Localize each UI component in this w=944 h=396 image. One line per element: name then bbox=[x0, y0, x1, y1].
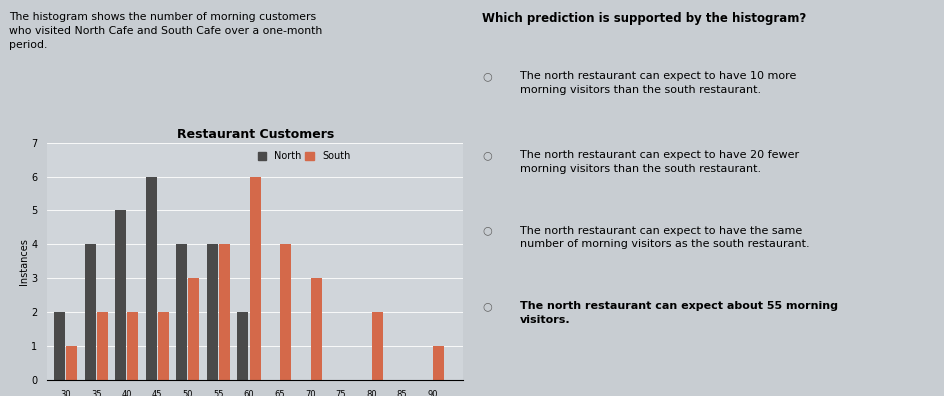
Bar bbox=[207, 244, 218, 380]
Bar bbox=[158, 312, 169, 380]
Bar bbox=[249, 177, 261, 380]
Bar bbox=[237, 312, 248, 380]
Bar bbox=[372, 312, 382, 380]
Text: The north restaurant can expect to have 20 fewer
morning visitors than the south: The north restaurant can expect to have … bbox=[519, 150, 798, 174]
Legend: North, South: North, South bbox=[254, 147, 354, 165]
Bar bbox=[115, 210, 126, 380]
Bar bbox=[127, 312, 138, 380]
Text: The histogram shows the number of morning customers
who visited North Cafe and S: The histogram shows the number of mornin… bbox=[9, 12, 322, 50]
Bar bbox=[219, 244, 229, 380]
Bar bbox=[177, 244, 187, 380]
Text: ○: ○ bbox=[481, 226, 491, 236]
Title: Restaurant Customers: Restaurant Customers bbox=[177, 128, 333, 141]
Bar bbox=[96, 312, 108, 380]
Y-axis label: Instances: Instances bbox=[19, 238, 28, 285]
Bar bbox=[188, 278, 199, 380]
Bar bbox=[85, 244, 95, 380]
Bar bbox=[311, 278, 321, 380]
Text: Which prediction is supported by the histogram?: Which prediction is supported by the his… bbox=[481, 12, 805, 25]
Bar bbox=[279, 244, 291, 380]
Bar bbox=[66, 346, 77, 380]
Text: ○: ○ bbox=[481, 150, 491, 160]
Text: The north restaurant can expect to have the same
number of morning visitors as t: The north restaurant can expect to have … bbox=[519, 226, 808, 249]
Text: The north restaurant can expect about 55 morning
visitors.: The north restaurant can expect about 55… bbox=[519, 301, 837, 325]
Bar bbox=[54, 312, 65, 380]
Text: The north restaurant can expect to have 10 more
morning visitors than the south : The north restaurant can expect to have … bbox=[519, 71, 795, 95]
Text: ○: ○ bbox=[481, 301, 491, 311]
Text: ○: ○ bbox=[481, 71, 491, 81]
Bar bbox=[432, 346, 444, 380]
Bar bbox=[145, 177, 157, 380]
